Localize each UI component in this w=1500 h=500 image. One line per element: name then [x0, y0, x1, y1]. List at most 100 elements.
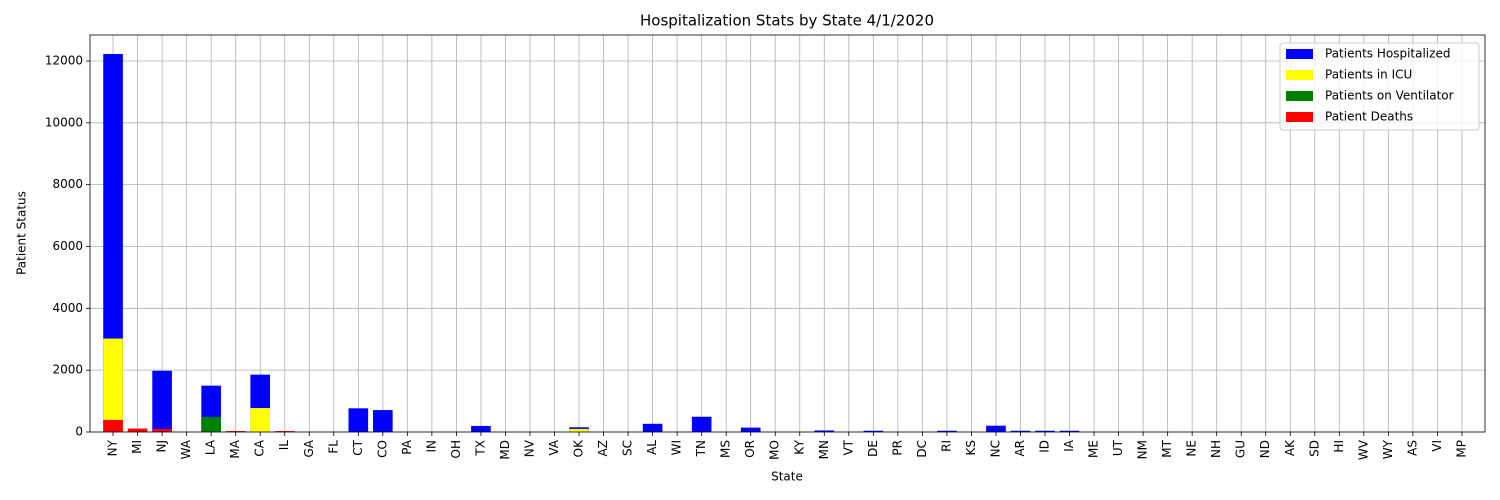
x-tick-label: WI	[670, 440, 684, 455]
x-tick-label: ID	[1038, 440, 1052, 453]
x-tick-label: KS	[964, 440, 978, 456]
bar	[250, 408, 271, 432]
x-tick-label: IN	[424, 440, 438, 453]
x-tick-label: TX	[473, 440, 487, 457]
x-tick-label: GA	[302, 439, 316, 457]
y-tick-label: 0	[75, 425, 83, 439]
legend-swatch	[1286, 91, 1313, 101]
x-tick-label: OK	[572, 439, 586, 457]
x-tick-label: KY	[792, 439, 806, 454]
x-tick-label: ME	[1087, 440, 1101, 458]
x-tick-label: FL	[326, 440, 340, 454]
x-tick-label: OH	[449, 440, 463, 458]
bar	[863, 430, 884, 432]
x-tick-label: DC	[915, 440, 929, 458]
x-tick-label: HI	[1332, 440, 1346, 453]
x-tick-label: AS	[1405, 440, 1419, 456]
x-tick-label: NH	[1209, 440, 1223, 458]
y-tick-label: 8000	[52, 177, 83, 191]
x-tick-label: TN	[694, 440, 708, 457]
x-tick-label: WY	[1381, 439, 1395, 459]
x-tick-label: NM	[1136, 440, 1150, 459]
legend-swatch	[1286, 49, 1313, 59]
x-tick-label: MD	[498, 440, 512, 460]
x-tick-label: SD	[1307, 440, 1321, 457]
x-tick-label: GU	[1234, 440, 1248, 458]
bar	[814, 430, 835, 432]
bar	[152, 428, 172, 432]
x-tick-label: LA	[204, 439, 218, 455]
x-tick-label: IL	[277, 440, 291, 451]
bar	[1010, 430, 1031, 432]
x-tick-label: CT	[351, 439, 365, 455]
bar	[1035, 430, 1055, 432]
bar	[471, 425, 491, 432]
x-tick-label: MO	[768, 440, 782, 460]
x-tick-label: OR	[743, 440, 757, 458]
y-tick-label: 4000	[52, 301, 83, 315]
bar	[740, 427, 761, 432]
x-tick-label: NJ	[155, 440, 169, 453]
x-tick-label: IA	[1062, 439, 1076, 452]
x-tick-label: AZ	[596, 440, 610, 456]
x-tick-label: VA	[547, 439, 561, 455]
bar	[201, 416, 221, 432]
x-tick-label: NY	[106, 439, 120, 456]
y-tick-label: 12000	[45, 53, 83, 67]
bar	[348, 408, 369, 432]
legend-label: Patient Deaths	[1325, 110, 1413, 124]
x-tick-label: AK	[1283, 439, 1297, 456]
x-tick-label: AR	[1013, 440, 1027, 457]
bar	[937, 430, 957, 432]
chart-title: Hospitalization Stats by State 4/1/2020	[640, 12, 934, 30]
legend-swatch	[1286, 70, 1313, 80]
bar	[225, 431, 246, 432]
x-tick-label: MA	[228, 439, 242, 458]
x-tick-label: VT	[841, 439, 855, 455]
x-tick-label: MI	[130, 440, 144, 454]
y-axis-label: Patient Status	[15, 191, 29, 275]
x-tick-label: NV	[522, 439, 536, 457]
x-tick-label: WA	[179, 439, 193, 459]
bar	[642, 423, 663, 432]
legend-label: Patients on Ventilator	[1325, 89, 1454, 103]
y-tick-label: 10000	[45, 115, 83, 129]
x-tick-label: UT	[1111, 439, 1125, 456]
bar	[569, 428, 589, 432]
x-tick-label: NC	[988, 440, 1002, 457]
x-tick-label: SC	[621, 440, 635, 456]
x-tick-label: CA	[253, 439, 267, 456]
bar	[986, 425, 1006, 432]
x-tick-label: WV	[1356, 439, 1370, 460]
legend-swatch	[1286, 112, 1313, 122]
bar	[373, 410, 393, 432]
x-tick-label: ND	[1258, 440, 1272, 458]
x-tick-label: PR	[890, 440, 904, 456]
legend-label: Patients Hospitalized	[1325, 47, 1450, 61]
bar	[103, 53, 123, 433]
x-axis-label: State	[771, 470, 803, 484]
x-tick-label: MP	[1454, 440, 1468, 458]
plot-frame	[89, 34, 1486, 433]
x-tick-label: VI	[1430, 440, 1444, 452]
bar	[152, 370, 172, 432]
y-tick-label: 6000	[52, 239, 83, 253]
y-tick-label: 2000	[52, 363, 83, 377]
x-tick-label: NE	[1185, 440, 1199, 457]
x-tick-label: RI	[939, 440, 953, 452]
legend-box	[1279, 42, 1480, 131]
x-tick-label: DE	[866, 440, 880, 457]
x-tick-label: MT	[1160, 439, 1174, 457]
bar	[127, 428, 148, 432]
x-tick-label: MN	[817, 440, 831, 459]
x-tick-label: AL	[645, 440, 659, 455]
x-tick-label: MS	[719, 440, 733, 458]
x-tick-label: CO	[375, 440, 389, 458]
legend-label: Patients in ICU	[1325, 68, 1412, 82]
bar	[691, 416, 712, 432]
bar	[274, 431, 295, 432]
x-tick-label: PA	[400, 439, 414, 454]
bar	[103, 338, 123, 432]
bar	[103, 419, 123, 432]
